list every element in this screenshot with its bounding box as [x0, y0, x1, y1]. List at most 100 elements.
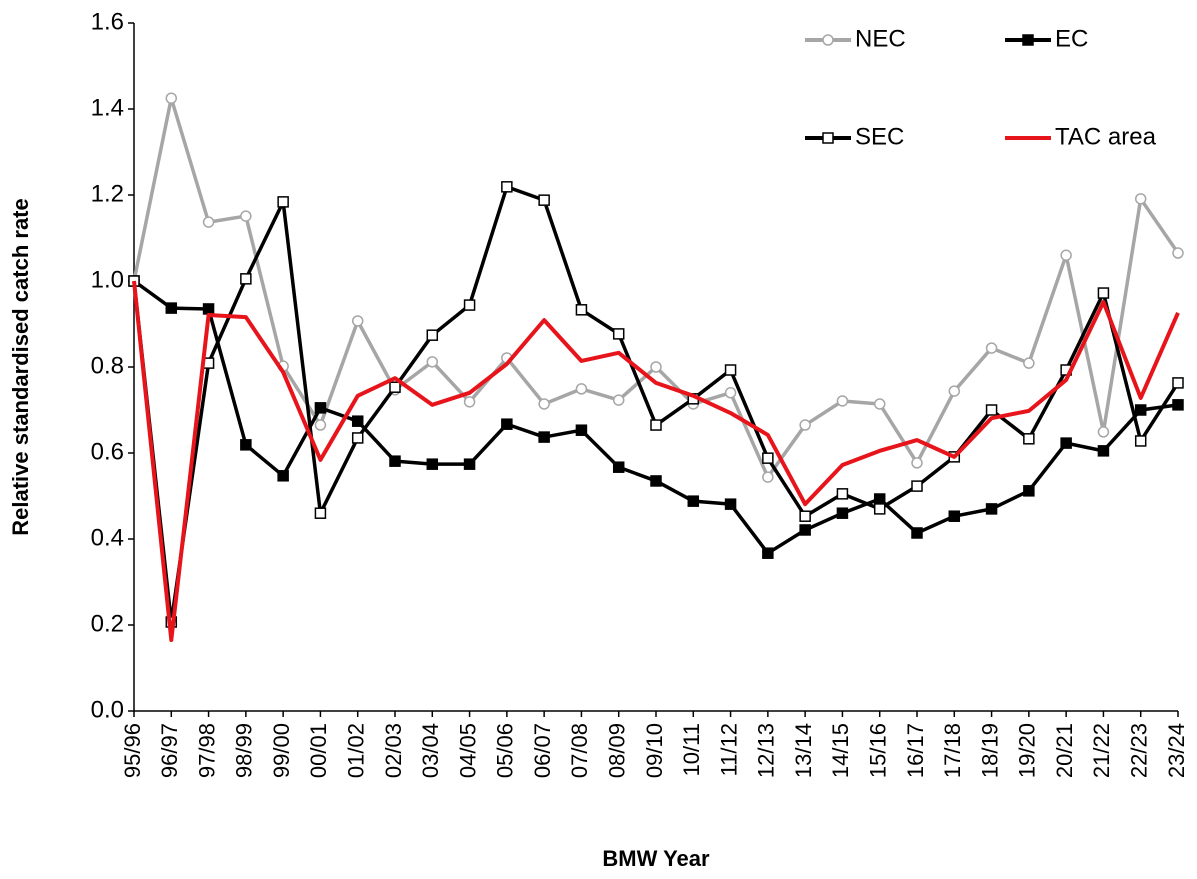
y-tick-label: 1.2 [91, 180, 124, 207]
point [836, 395, 849, 407]
point [911, 457, 923, 469]
x-tick-label: 09/10 [642, 723, 667, 778]
point [1060, 249, 1072, 261]
y-tick-label: 0.2 [91, 610, 124, 637]
x-tick-label: 98/99 [232, 723, 257, 778]
point [389, 381, 401, 393]
point [501, 181, 513, 193]
point [351, 315, 364, 327]
legend-label: NEC [855, 25, 906, 52]
point [1172, 399, 1184, 411]
point [202, 303, 215, 315]
point [240, 273, 252, 285]
point [836, 507, 849, 519]
point [202, 216, 215, 228]
point [277, 470, 289, 482]
x-tick-label: 19/20 [1015, 723, 1040, 778]
point [314, 507, 327, 519]
x-tick-label: 11/12 [716, 723, 741, 776]
point [351, 415, 364, 427]
y-tick-label: 1.6 [91, 8, 124, 35]
point [799, 510, 811, 522]
point [389, 455, 401, 467]
legend-label: SEC [855, 123, 904, 150]
point [650, 419, 662, 431]
point [612, 328, 625, 340]
point [1023, 485, 1035, 497]
point [1172, 247, 1184, 259]
y-tick-label: 0.8 [91, 352, 124, 379]
x-tick-label: 99/00 [269, 723, 294, 778]
point [1023, 357, 1035, 369]
x-tick-label: 02/03 [381, 723, 406, 778]
point [873, 398, 886, 410]
x-tick-label: 18/19 [977, 723, 1002, 778]
x-tick-label: 00/01 [306, 723, 331, 778]
y-tick-label: 0.0 [91, 696, 124, 723]
point [426, 356, 439, 368]
legend-marker [822, 34, 834, 46]
point [1134, 435, 1147, 447]
point [575, 383, 588, 395]
point [985, 342, 998, 354]
point [612, 394, 625, 406]
point [650, 475, 662, 487]
legend-marker [1022, 34, 1034, 46]
point [687, 495, 700, 507]
legend-label: TAC area [1055, 123, 1157, 150]
point [1023, 433, 1035, 445]
x-tick-label: 17/18 [940, 723, 965, 778]
point [799, 524, 811, 536]
y-axis-title: Relative standardised catch rate [8, 198, 33, 535]
point [873, 503, 886, 515]
point [240, 439, 252, 451]
x-tick-label: 97/98 [194, 723, 219, 778]
x-tick-label: 01/02 [344, 723, 369, 778]
point [1134, 193, 1147, 205]
x-tick-label: 21/22 [1089, 723, 1114, 778]
x-tick-label: 07/08 [567, 723, 592, 778]
point [948, 510, 961, 522]
point [463, 396, 476, 408]
point [1060, 437, 1072, 449]
point [277, 196, 289, 208]
point [724, 387, 737, 399]
point [985, 503, 998, 515]
x-tick-label: 95/96 [120, 723, 145, 778]
series-line [132, 279, 1179, 555]
point [1097, 426, 1110, 438]
point [762, 547, 774, 559]
point [426, 458, 439, 470]
point [724, 498, 737, 510]
x-tick-label: 16/17 [903, 723, 928, 778]
x-tick-label: 06/07 [530, 723, 555, 778]
point [575, 304, 588, 316]
point [426, 329, 439, 341]
y-tick-label: 0.4 [91, 524, 124, 551]
point [575, 424, 588, 436]
point [351, 432, 364, 444]
point [650, 361, 662, 373]
y-tick-label: 1.0 [91, 266, 124, 293]
point [762, 471, 774, 483]
point [463, 458, 476, 470]
point [1097, 445, 1110, 457]
point [501, 418, 513, 430]
point [165, 92, 178, 104]
point [314, 419, 327, 431]
x-tick-label: 23/24 [1164, 723, 1189, 778]
point [985, 404, 998, 416]
x-tick-label: 12/13 [754, 723, 779, 778]
point [1097, 287, 1110, 299]
x-tick-label: 20/21 [1052, 723, 1077, 778]
point [538, 431, 550, 443]
x-tick-label: 05/06 [493, 723, 518, 778]
legend-label: EC [1055, 25, 1088, 52]
point [165, 302, 178, 314]
x-tick-label: 15/16 [866, 723, 891, 778]
x-tick-label: 13/14 [791, 723, 816, 778]
x-tick-label: 04/05 [455, 723, 480, 778]
point [911, 527, 923, 539]
point [911, 480, 923, 492]
